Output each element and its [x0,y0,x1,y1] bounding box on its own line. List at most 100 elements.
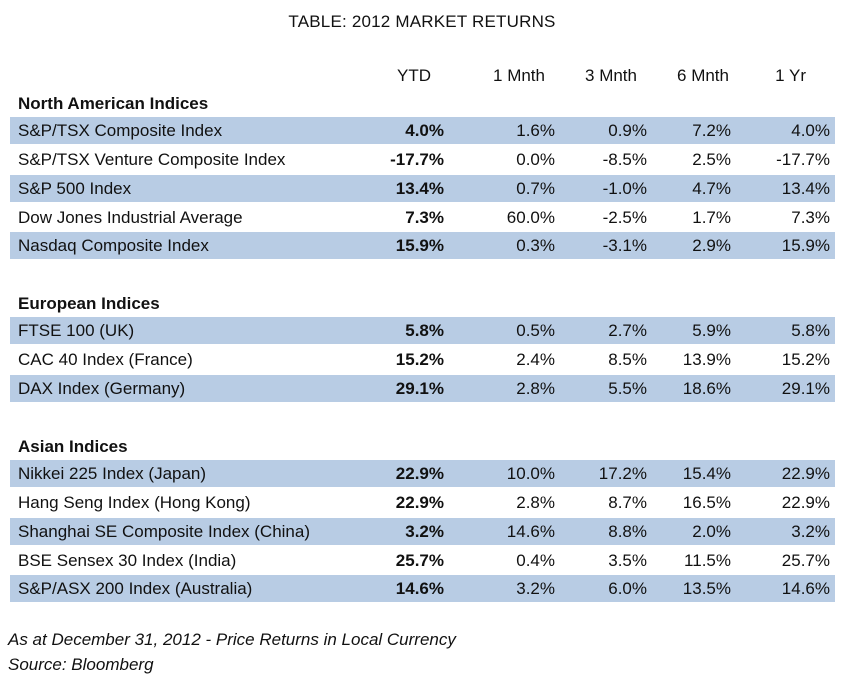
one-year-value: -17.7% [776,150,830,169]
three-month-value: 0.9% [608,121,647,140]
table-row: BSE Sensex 30 Index (India) 25.7% 0.4% 3… [10,547,835,574]
ytd-value: 15.2% [395,350,444,369]
three-month-value: 8.5% [608,350,647,369]
index-name: S&P/ASX 200 Index (Australia) [18,579,253,598]
column-header-1-year: 1 Yr [775,66,806,85]
one-month-value: 2.8% [516,493,555,512]
section-title-asian: Asian Indices [18,437,128,456]
three-month-value: -8.5% [602,150,647,169]
ytd-value: 5.8% [405,321,444,340]
one-month-value: 2.8% [516,379,555,398]
index-name: Hang Seng Index (Hong Kong) [18,493,251,512]
ytd-value: 4.0% [405,121,444,140]
ytd-value: 3.2% [405,522,444,541]
table-row: Dow Jones Industrial Average 7.3% 60.0% … [10,204,835,231]
six-month-value: 2.0% [692,522,731,541]
six-month-value: 2.9% [692,236,731,255]
table-row: Nasdaq Composite Index 15.9% 0.3% -3.1% … [10,232,835,259]
index-name: S&P/TSX Composite Index [18,121,223,140]
six-month-value: 7.2% [692,121,731,140]
one-month-value: 14.6% [506,522,555,541]
one-month-value: 0.5% [516,321,555,340]
one-year-value: 25.7% [781,551,830,570]
one-month-value: 3.2% [516,579,555,598]
table-row: CAC 40 Index (France) 15.2% 2.4% 8.5% 13… [10,346,835,373]
table-row: S&P 500 Index 13.4% 0.7% -1.0% 4.7% 13.4… [10,175,835,202]
index-name: Dow Jones Industrial Average [18,208,243,227]
one-year-value: 15.2% [781,350,830,369]
column-header-6-month: 6 Mnth [677,66,729,85]
table-row: DAX Index (Germany) 29.1% 2.8% 5.5% 18.6… [10,375,835,402]
six-month-value: 18.6% [682,379,731,398]
three-month-value: 2.7% [608,321,647,340]
one-month-value: 2.4% [516,350,555,369]
table-row: Nikkei 225 Index (Japan) 22.9% 10.0% 17.… [10,460,835,487]
one-year-value: 14.6% [781,579,830,598]
three-month-value: 6.0% [608,579,647,598]
three-month-value: 5.5% [608,379,647,398]
three-month-value: -3.1% [602,236,647,255]
ytd-value: 13.4% [395,179,444,198]
three-month-value: -2.5% [602,208,647,227]
index-name: FTSE 100 (UK) [18,321,135,340]
one-month-value: 0.7% [516,179,555,198]
one-year-value: 5.8% [791,321,830,340]
table-row: S&P/ASX 200 Index (Australia) 14.6% 3.2%… [10,575,835,602]
section-title-north-american: North American Indices [18,94,209,113]
one-month-value: 0.4% [516,551,555,570]
column-headers: YTD 1 Mnth 3 Mnth 6 Mnth 1 Yr [0,66,844,88]
one-month-value: 1.6% [516,121,555,140]
one-year-value: 7.3% [791,208,830,227]
footnote-date: As at December 31, 2012 - Price Returns … [8,630,456,649]
table-row: Hang Seng Index (Hong Kong) 22.9% 2.8% 8… [10,489,835,516]
one-month-value: 0.3% [516,236,555,255]
six-month-value: 13.5% [682,579,731,598]
table-row: FTSE 100 (UK) 5.8% 0.5% 2.7% 5.9% 5.8% [10,317,835,344]
one-year-value: 4.0% [791,121,830,140]
ytd-value: 7.3% [405,208,444,227]
index-name: BSE Sensex 30 Index (India) [18,551,237,570]
index-name: CAC 40 Index (France) [18,350,193,369]
column-header-1-month: 1 Mnth [493,66,545,85]
six-month-value: 4.7% [692,179,731,198]
three-month-value: 8.7% [608,493,647,512]
index-name: DAX Index (Germany) [18,379,186,398]
three-month-value: -1.0% [602,179,647,198]
six-month-value: 2.5% [692,150,731,169]
six-month-value: 15.4% [682,464,731,483]
one-year-value: 15.9% [781,236,830,255]
six-month-value: 11.5% [684,551,731,570]
column-header-ytd: YTD [397,66,431,85]
index-name: Shanghai SE Composite Index (China) [18,522,310,541]
one-month-value: 10.0% [506,464,555,483]
ytd-value: 15.9% [395,236,444,255]
one-year-value: 22.9% [781,493,830,512]
table-row: S&P/TSX Venture Composite Index -17.7% 0… [10,146,835,173]
three-month-value: 8.8% [608,522,647,541]
six-month-value: 5.9% [692,321,731,340]
six-month-value: 16.5% [682,493,731,512]
ytd-value: 22.9% [395,493,444,512]
one-year-value: 3.2% [791,522,830,541]
table-title: TABLE: 2012 MARKET RETURNS [288,12,556,31]
one-year-value: 29.1% [781,379,830,398]
one-year-value: 13.4% [781,179,830,198]
six-month-value: 1.7% [692,208,731,227]
one-month-value: 60.0% [506,208,555,227]
one-month-value: 0.0% [516,150,555,169]
ytd-value: 29.1% [395,379,444,398]
ytd-value: 14.6% [395,579,444,598]
one-year-value: 22.9% [781,464,830,483]
footnote-source: Source: Bloomberg [8,655,154,674]
six-month-value: 13.9% [682,350,731,369]
three-month-value: 3.5% [608,551,647,570]
ytd-value: 25.7% [395,551,444,570]
index-name: Nasdaq Composite Index [18,236,209,255]
ytd-value: 22.9% [395,464,444,483]
column-header-3-month: 3 Mnth [585,66,637,85]
index-name: S&P/TSX Venture Composite Index [18,150,286,169]
index-name: Nikkei 225 Index (Japan) [18,464,207,483]
section-title-european: European Indices [18,294,160,313]
ytd-value: -17.7% [390,150,444,169]
table-row: Shanghai SE Composite Index (China) 3.2%… [10,518,835,545]
